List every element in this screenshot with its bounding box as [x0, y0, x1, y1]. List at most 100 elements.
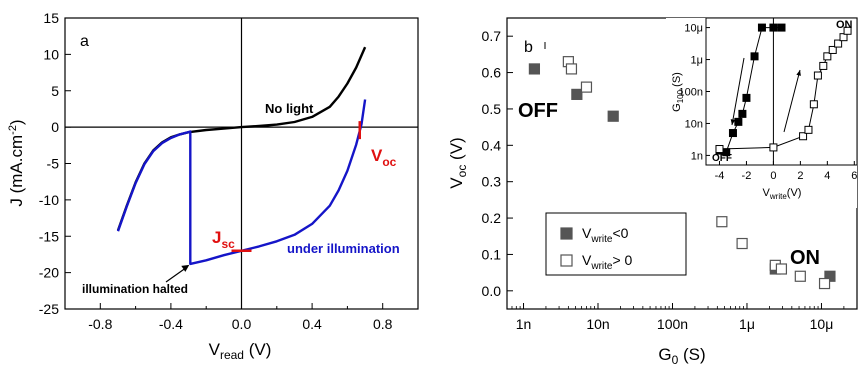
legend-label-vwrite-neg: Vwrite<0 [582, 225, 629, 245]
inset-x-tick-label: 6 [851, 170, 857, 182]
y-tick-label: 0.2 [482, 210, 502, 226]
inset-point-vwrite-pos [769, 143, 778, 152]
inset-label-on: ON [836, 19, 853, 31]
inset-point-vwrite-pos [819, 61, 828, 70]
inset-y-tick-label: 10n [685, 118, 703, 130]
point-vwrite-neg [528, 63, 541, 75]
inset-point-vwrite-neg [738, 109, 747, 118]
inset-point-vwrite-pos [834, 39, 843, 48]
x-axis-label: G0 (S) [658, 345, 705, 367]
y-tick-label: 10 [43, 46, 59, 62]
inset-point-vwrite-pos [839, 33, 848, 42]
panel-label: b [524, 39, 533, 56]
y-tick-label: -15 [39, 228, 59, 244]
legend-label-vwrite-pos: Vwrite> 0 [582, 252, 633, 272]
inset-y-tick-label: 10μ [684, 23, 703, 35]
panel-b-inset-chart: -4 -2 0 2 4 6 1n 10n 100n 1μ 10μ OFF ON Vwrite(V) G100… [666, 17, 858, 208]
inset-y-tick-label: 100n [679, 87, 703, 99]
label-illumination-halted: illumination halted [82, 282, 188, 296]
y-tick-label: 0.0 [482, 283, 502, 299]
label-under-illumination: under illumination [287, 241, 400, 256]
inset-point-vwrite-neg [750, 52, 759, 61]
point-vwrite-neg [607, 110, 619, 122]
y-tick-label: 15 [43, 10, 59, 26]
inset-x-axis-label: Vwrite(V) [763, 187, 802, 201]
y-axis-label: Voc (V) [447, 137, 469, 188]
inset-arrow-up-line [783, 69, 801, 133]
point-vwrite-pos [736, 237, 748, 250]
legend-marker-vwrite-pos [560, 254, 573, 267]
y-tick-label: 0.3 [482, 174, 502, 190]
y-tick-label: 0.5 [482, 101, 502, 117]
inset-point-vwrite-neg [777, 23, 786, 32]
x-tick-label: 0.0 [232, 316, 252, 332]
y-tick-label: -10 [39, 192, 59, 208]
inset-background [666, 18, 857, 208]
x-tick-label: 0.4 [302, 316, 322, 332]
label-jsc: Jsc [212, 228, 235, 251]
inset-point-vwrite-pos [715, 145, 724, 154]
inset-x-tick-label: -4 [715, 170, 725, 182]
x-axis-label: Vread (V) [209, 340, 272, 362]
inset-point-vwrite-neg [734, 117, 743, 126]
halted-arrow-head [181, 264, 190, 272]
x-tick-label: 10μ [810, 316, 834, 332]
y-tick-label: -25 [39, 301, 59, 317]
inset-y-tick-label: 1μ [691, 55, 703, 67]
y-tick-label: 0 [51, 119, 59, 135]
inset-arrow-down-head [730, 119, 736, 125]
y-tick-label: 0.7 [482, 28, 502, 44]
point-vwrite-pos [716, 216, 728, 228]
x-tick-label: 0.8 [373, 316, 393, 332]
label-no-light: No light [265, 101, 314, 116]
inset-point-vwrite-pos [813, 71, 822, 80]
y-tick-label: 0.6 [482, 65, 502, 81]
label-off: OFF [518, 100, 558, 122]
inset-point-vwrite-pos [828, 45, 837, 54]
legend-marker-vwrite-neg [560, 227, 573, 240]
inset-point-vwrite-pos [799, 132, 808, 141]
inset-point-vwrite-pos [823, 52, 832, 61]
inset-point-vwrite-neg [769, 23, 778, 32]
y-tick-label: -5 [47, 156, 60, 172]
inset-line-vwrite-neg [719, 27, 782, 153]
inset-point-vwrite-pos [809, 100, 818, 109]
point-vwrite-pos [775, 263, 788, 275]
x-tick-label: -0.8 [88, 316, 112, 332]
inset-point-vwrite-pos [804, 125, 813, 134]
point-vwrite-neg [571, 88, 583, 100]
inset-point-vwrite-pos [843, 26, 852, 35]
inset-point-vwrite-neg [742, 93, 751, 102]
inset-point-vwrite-neg [728, 129, 737, 138]
inset-x-tick-label: 0 [770, 170, 776, 182]
panel-b-voc-chart: 1n 10n 100n 1μ 10μ 0.0 0.1 0.2 0.3 0.4 0.5 0.6 0.7 b O… [447, 17, 858, 367]
legend: Vwrite<0 Vwrite> 0 [545, 212, 687, 276]
point-vwrite-pos [580, 81, 593, 93]
label-voc: Voc [371, 146, 397, 169]
inset-x-tick-label: 4 [824, 170, 830, 182]
y-tick-label: 5 [51, 83, 59, 99]
panel-a-jv-chart: -0.8 -0.4 0.0 0.4 0.8 -25 -20 -15 -10 -5 0 5 10 15 a No… [7, 10, 419, 362]
x-tick-label: 1n [516, 316, 532, 332]
x-tick-label: 1μ [739, 316, 755, 332]
point-vwrite-pos [818, 277, 831, 290]
point-vwrite-pos [565, 63, 578, 75]
inset-y-axis-label: G100 (S) [671, 72, 685, 112]
y-tick-label: -20 [39, 265, 59, 281]
x-tick-label: 10n [586, 316, 609, 332]
series-illumination-line [116, 99, 367, 266]
inset-x-tick-label: -2 [742, 170, 752, 182]
y-axis-label: J (mA.cm-2) [7, 119, 26, 206]
point-vwrite-pos [794, 270, 806, 282]
inset-point-vwrite-neg [757, 23, 766, 32]
inset-y-tick-label: 1n [691, 150, 703, 162]
y-tick-label: 0.1 [482, 246, 502, 262]
x-tick-label: 100n [657, 316, 688, 332]
inset-x-tick-label: 2 [797, 170, 803, 182]
x-tick-label: -0.4 [159, 316, 183, 332]
panel-label: a [80, 33, 89, 50]
inset-arrow-up-head [796, 70, 801, 76]
inset-label-off: OFF [712, 153, 732, 164]
inset-arrow-down-line [731, 57, 745, 126]
